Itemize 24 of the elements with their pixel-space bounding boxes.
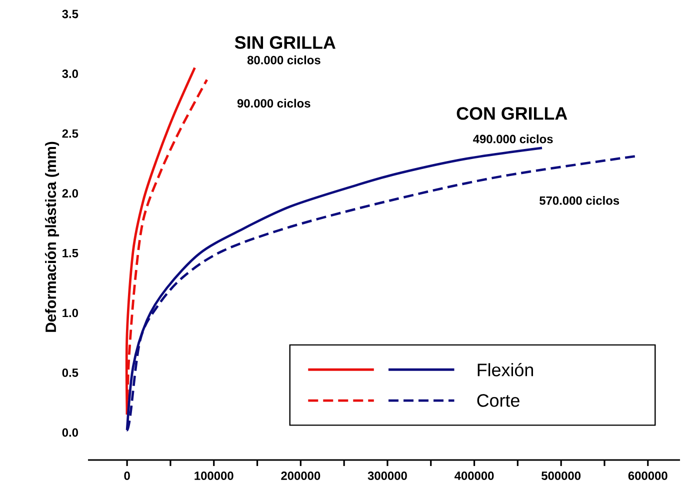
legend-label: Flexión <box>478 362 533 376</box>
y-tick-label: 0.5 <box>62 368 78 377</box>
annotation: 90.000 ciclos <box>237 98 310 108</box>
x-tick-label: 200000 <box>281 472 320 480</box>
y-tick-label: 0.0 <box>62 428 78 437</box>
legend-label: Corte <box>477 394 520 407</box>
y-tick-label: 3.0 <box>62 70 78 78</box>
y-tick-label: 2.5 <box>62 129 78 138</box>
x-tick-label: 0 <box>124 472 130 480</box>
y-axis-title: Deformación plástica (mm) <box>44 142 60 332</box>
x-tick-label: 400000 <box>454 472 494 480</box>
y-tick-label: 2.0 <box>62 189 78 198</box>
x-tick-label: 300000 <box>368 472 407 480</box>
x-tick-label: 600000 <box>628 472 668 480</box>
annotation: 490.000 ciclos <box>473 134 553 144</box>
annotation: CON GRILLA <box>456 107 568 120</box>
x-tick-label: 100000 <box>194 472 234 480</box>
annotation: SIN GRILLA <box>234 36 336 49</box>
annotation: 80.000 ciclos <box>247 56 320 64</box>
annotation: 570.000 ciclos <box>540 196 620 205</box>
y-tick-label: 1.5 <box>62 248 78 258</box>
y-tick-label: 1.0 <box>62 308 78 318</box>
x-tick-label: 500000 <box>542 472 581 480</box>
y-tick-label: 3.5 <box>62 10 78 18</box>
